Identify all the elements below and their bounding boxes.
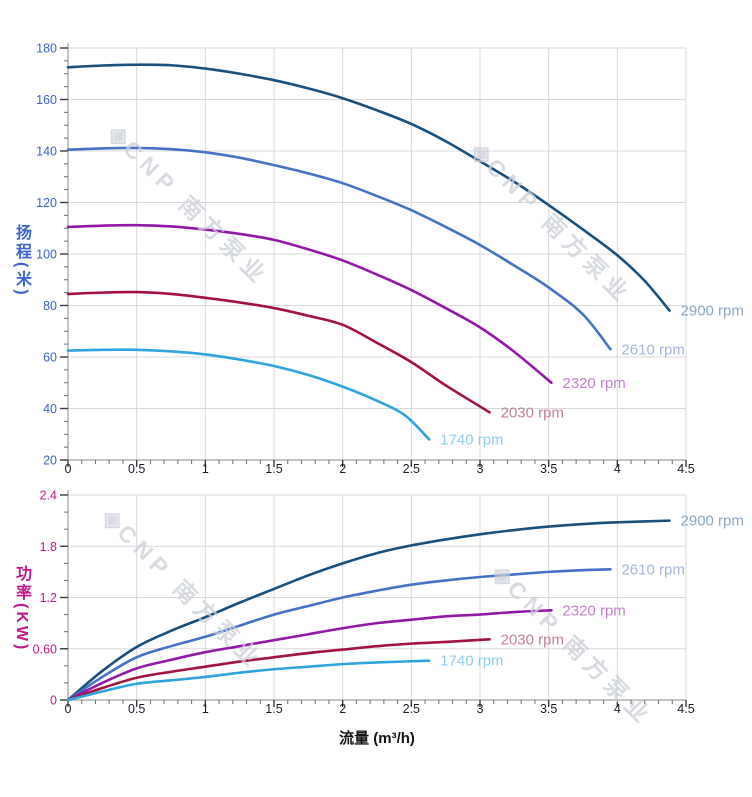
y-tick-label: 80 [43, 299, 57, 313]
head-curve-chart: 0 0.5 1 1.5 2 2.5 3 3.5 4 4.5 20 40 60 80 100 120 140 160… [36, 42, 744, 477]
power-curve-1740-rpm [66, 659, 431, 702]
curve-end-label: 2030 rpm [501, 631, 564, 648]
x-tick-label: 1.5 [265, 462, 282, 476]
curve-end-label: 2900 rpm [681, 513, 744, 530]
head-curve-2610-rpm [66, 146, 612, 351]
gridlines [68, 494, 687, 700]
y-tick-label: 2.4 [40, 489, 57, 503]
power-curve-2320-rpm [66, 609, 553, 702]
curve-end-label: 2610 rpm [621, 341, 684, 358]
x-tick-label: 0.5 [128, 702, 145, 716]
head-curve-1740-rpm [66, 348, 431, 441]
x-tick-label: 3.5 [540, 702, 557, 716]
x-tick-label: 0.5 [128, 462, 145, 476]
curve-end-label: 2900 rpm [681, 303, 744, 320]
x-tick-label: 0 [65, 462, 72, 476]
curve-end-label: 2320 rpm [562, 602, 625, 619]
axis-ticks [60, 47, 687, 467]
x-tick-label: 4 [614, 702, 621, 716]
x-tick-label: 2.5 [403, 702, 420, 716]
curve-end-label: 2610 rpm [621, 561, 684, 578]
x-tick-label: 3.5 [540, 462, 557, 476]
flow-axis-title: 流量 (m³/h) [339, 730, 415, 747]
x-tick-label: 2.5 [403, 462, 420, 476]
x-tick-label: 2 [339, 702, 346, 716]
y-tick-label: 0.60 [33, 642, 57, 656]
x-tick-label: 4.5 [677, 462, 694, 476]
x-tick-label: 1 [202, 462, 209, 476]
y-tick-label: 140 [36, 145, 57, 159]
y-tick-label: 0 [50, 694, 57, 708]
y-tick-label: 40 [43, 402, 57, 416]
power-curve-2030-rpm [66, 638, 491, 702]
power-curve-2610-rpm [66, 568, 612, 702]
x-tick-label: 2 [339, 462, 346, 476]
x-tick-label: 4 [614, 462, 621, 476]
head-curve-2030-rpm [66, 290, 491, 414]
curve-end-label: 1740 rpm [440, 653, 503, 670]
y-tick-label: 160 [36, 93, 57, 107]
x-tick-label: 4.5 [677, 702, 694, 716]
y-tick-label: 120 [36, 196, 57, 210]
y-tick-label: 1.2 [40, 591, 57, 605]
head-axis-title: 扬程(米) [13, 224, 30, 298]
x-tick-label: 1.5 [265, 702, 282, 716]
curve-end-label: 2320 rpm [562, 375, 625, 392]
x-tick-label: 0 [65, 702, 72, 716]
head-curve-2900-rpm [66, 63, 671, 312]
axis-ticks [60, 494, 687, 707]
curve-end-label: 1740 rpm [440, 431, 503, 448]
x-tick-label: 1 [202, 702, 209, 716]
y-tick-label: 60 [43, 351, 57, 365]
y-tick-label: 180 [36, 42, 57, 56]
x-tick-label: 3 [477, 462, 484, 476]
y-tick-label: 20 [43, 454, 57, 468]
power-curve-chart: 0 0.5 1 1.5 2 2.5 3 3.5 4 4.5 0 0.60 1.2 1.8 2.4 2900 r… [33, 489, 744, 717]
power-curve-2900-rpm [66, 519, 671, 702]
y-tick-label: 100 [36, 248, 57, 262]
x-tick-label: 3 [477, 702, 484, 716]
head-curve-2320-rpm [66, 223, 553, 385]
y-tick-label: 1.8 [40, 540, 57, 554]
curve-end-label: 2030 rpm [501, 404, 564, 421]
gridlines [68, 47, 687, 460]
power-axis-title: 功率(KW) [13, 565, 30, 653]
